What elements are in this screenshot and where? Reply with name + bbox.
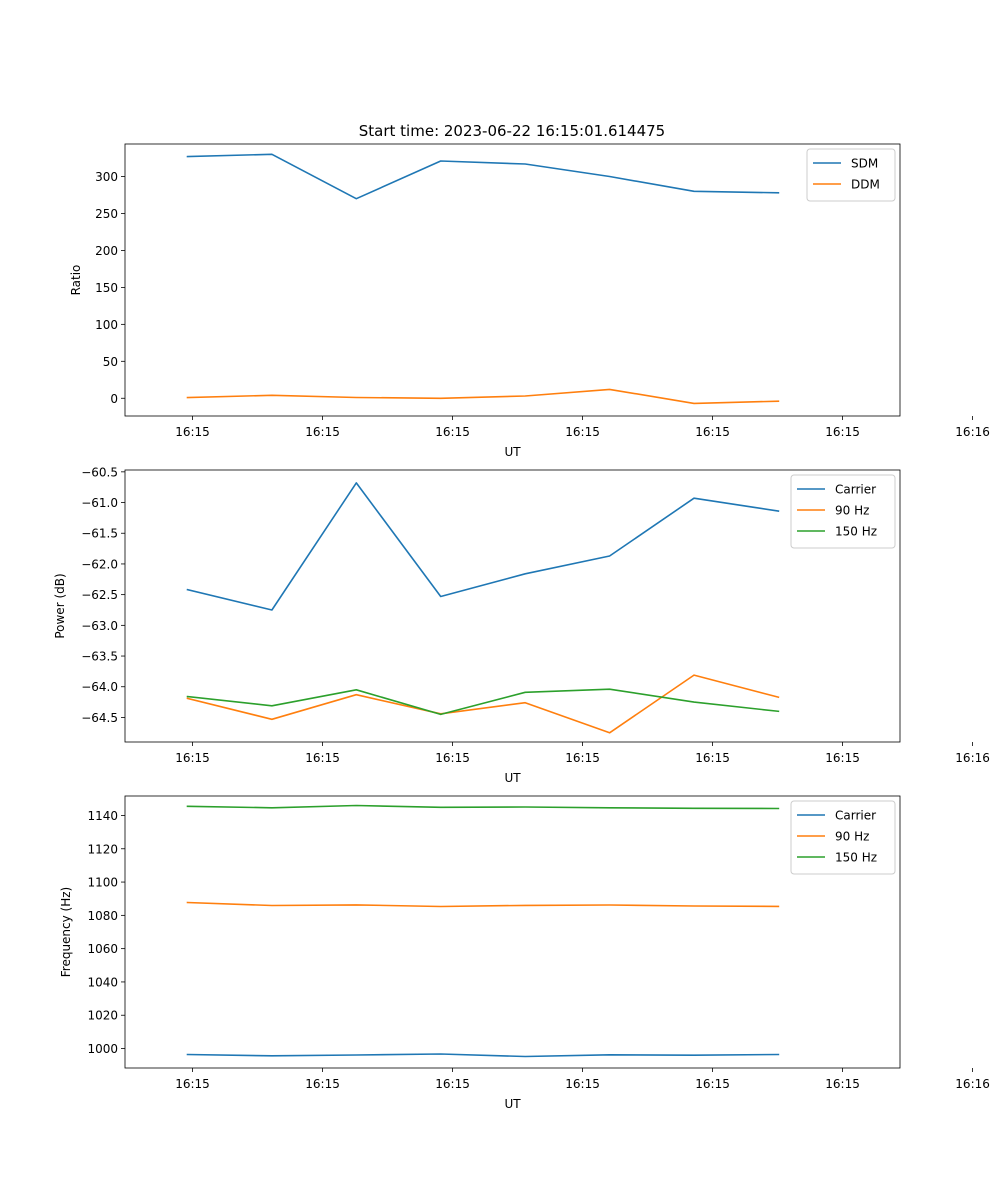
legend-label: 150 Hz xyxy=(835,851,877,865)
x-tick-label: 16:15 xyxy=(825,425,860,439)
series-line-90-hz xyxy=(186,901,780,908)
series-line-ddm xyxy=(186,388,780,405)
x-tick-label: 16:15 xyxy=(305,425,340,439)
y-tick-label: 150 xyxy=(95,281,118,295)
x-tick-label: 16:15 xyxy=(565,1077,600,1091)
y-tick-label: 1080 xyxy=(87,909,118,923)
panel-2: 16:15 16:15 16:15 16:15 16:15 16:15 16:16 −64.5… xyxy=(53,465,990,785)
y-axis-label: Power (dB) xyxy=(53,573,67,638)
x-tick-label: 16:15 xyxy=(175,425,210,439)
series-line-sdm xyxy=(186,153,780,200)
x-tick-label: 16:15 xyxy=(305,1077,340,1091)
series-line-carrier xyxy=(186,482,780,611)
legend-box xyxy=(806,148,896,202)
series-line-150-hz xyxy=(186,804,780,810)
y-tick-label: 200 xyxy=(95,244,118,258)
y-tick-label: 300 xyxy=(95,170,118,184)
y-tick-label: 250 xyxy=(95,207,118,221)
y-tick-label: 1040 xyxy=(87,975,118,989)
y-tick-label: 1020 xyxy=(87,1009,118,1023)
legend-label: SDM xyxy=(851,157,878,171)
x-axis-label: UT xyxy=(504,771,521,785)
y-tick-label: −64.0 xyxy=(81,680,118,694)
legend-box xyxy=(790,474,896,549)
x-tick-label: 16:15 xyxy=(435,751,470,765)
x-tick-label: 16:16 xyxy=(955,1077,990,1091)
legend-label: 90 Hz xyxy=(835,830,869,844)
y-tick-label: 1000 xyxy=(87,1042,118,1056)
axes-frame xyxy=(124,469,901,743)
y-tick-label: −61.5 xyxy=(81,527,118,541)
y-tick-label: −61.0 xyxy=(81,496,118,510)
legend-label: Carrier xyxy=(835,483,876,497)
y-axis-label: Ratio xyxy=(69,265,83,296)
series-line-carrier xyxy=(186,1053,780,1058)
x-tick-label: 16:15 xyxy=(175,751,210,765)
x-tick-label: 16:15 xyxy=(695,425,730,439)
x-tick-label: 16:15 xyxy=(435,1077,470,1091)
x-tick-label: 16:15 xyxy=(565,751,600,765)
legend-label: 90 Hz xyxy=(835,504,869,518)
legend-label: 150 Hz xyxy=(835,525,877,539)
series-line-90-hz xyxy=(186,674,780,734)
x-tick-label: 16:15 xyxy=(825,1077,860,1091)
y-tick-label: 1120 xyxy=(87,842,118,856)
legend-label: DDM xyxy=(851,178,880,192)
y-axis-label: Frequency (Hz) xyxy=(59,887,73,978)
x-tick-label: 16:15 xyxy=(435,425,470,439)
x-tick-label: 16:16 xyxy=(955,425,990,439)
panels: 16:15 16:15 16:15 16:15 16:15 16:15 16:16 0 50 10… xyxy=(53,143,990,1111)
legend: SDM DDM xyxy=(806,148,896,202)
legend-label: Carrier xyxy=(835,809,876,823)
legend: Carrier 90 Hz 150 Hz xyxy=(790,474,896,549)
y-tick-label: 1140 xyxy=(87,809,118,823)
y-tick-label: 0 xyxy=(110,392,118,406)
x-tick-label: 16:15 xyxy=(565,425,600,439)
x-tick-label: 16:16 xyxy=(955,751,990,765)
panel-1: 16:15 16:15 16:15 16:15 16:15 16:15 16:16 0 50 10… xyxy=(69,143,990,459)
y-tick-label: 1100 xyxy=(87,876,118,890)
axes-frame xyxy=(124,143,901,417)
y-tick-label: −60.5 xyxy=(81,465,118,479)
y-tick-label: −62.0 xyxy=(81,557,118,571)
y-tick-label: −63.0 xyxy=(81,619,118,633)
x-axis-label: UT xyxy=(504,445,521,459)
x-tick-label: 16:15 xyxy=(825,751,860,765)
x-tick-label: 16:15 xyxy=(695,1077,730,1091)
x-axis-label: UT xyxy=(504,1097,521,1111)
legend: Carrier 90 Hz 150 Hz xyxy=(790,800,896,875)
y-tick-label: −62.5 xyxy=(81,588,118,602)
series-line-150-hz xyxy=(186,688,780,716)
axes-frame xyxy=(124,795,901,1069)
panel-3: 16:15 16:15 16:15 16:15 16:15 16:15 16:16 1000 1… xyxy=(59,795,990,1111)
y-tick-label: 1060 xyxy=(87,942,118,956)
x-tick-label: 16:15 xyxy=(175,1077,210,1091)
y-tick-label: −63.5 xyxy=(81,650,118,664)
legend-box xyxy=(790,800,896,875)
y-tick-label: −64.5 xyxy=(81,711,118,725)
x-tick-label: 16:15 xyxy=(305,751,340,765)
y-tick-label: 100 xyxy=(95,318,118,332)
x-tick-label: 16:15 xyxy=(695,751,730,765)
y-tick-label: 50 xyxy=(103,355,118,369)
figure-title: Start time: 2023-06-22 16:15:01.614475 xyxy=(359,122,665,140)
